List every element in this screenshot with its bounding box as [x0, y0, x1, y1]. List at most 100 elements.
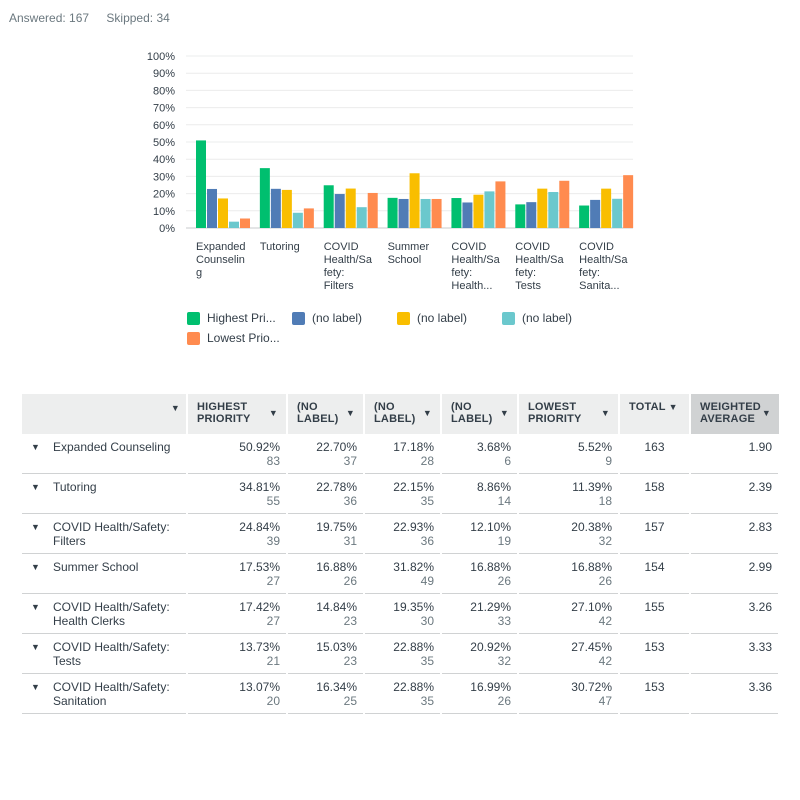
bar[interactable] — [612, 198, 623, 228]
bar[interactable] — [323, 185, 334, 228]
row-label: COVID Health/Safety: — [53, 640, 170, 654]
bar[interactable] — [387, 197, 398, 228]
row-label-cell[interactable]: ▼ COVID Health/Safety: Filters — [22, 513, 188, 554]
value-cell: 22.15% 35 — [364, 473, 442, 514]
bar[interactable] — [431, 198, 442, 228]
bar[interactable] — [229, 221, 239, 228]
bar[interactable] — [356, 207, 367, 228]
table-row: ▼ Tutoring 34.81% 55 22.78% 36 22.15% 35 8.86% 14… — [22, 473, 780, 514]
sort-caret-icon[interactable]: ▼ — [761, 408, 771, 418]
row-label: Tests — [53, 654, 82, 668]
bar[interactable] — [579, 205, 590, 228]
legend-item[interactable]: Lowest Prio... — [187, 331, 280, 345]
x-tick-label: fety: — [515, 267, 536, 279]
sort-caret-icon[interactable]: ▼ — [268, 408, 278, 418]
expand-caret-icon[interactable]: ▼ — [31, 482, 40, 492]
bar[interactable] — [548, 192, 559, 228]
bar[interactable] — [537, 188, 548, 228]
column-header-no-label-2[interactable]: (NO LABEL) ▼ — [287, 394, 365, 434]
column-header-highest-priority[interactable]: HIGHEST PRIORITY ▼ — [187, 394, 288, 434]
bar[interactable] — [515, 204, 526, 228]
legend-item[interactable]: Highest Pri... — [187, 311, 276, 325]
sort-caret-icon[interactable]: ▼ — [499, 408, 509, 418]
row-label-cell[interactable]: ▼ Summer School — [22, 553, 188, 594]
weighted-average-cell: 3.33 — [690, 633, 780, 674]
count-value: 37 — [343, 454, 357, 468]
column-header-no-label-3[interactable]: (NO LABEL) ▼ — [364, 394, 442, 434]
sort-caret-icon[interactable]: ▼ — [170, 403, 180, 413]
bar[interactable] — [590, 199, 601, 228]
bar[interactable] — [259, 168, 270, 228]
bar[interactable] — [207, 188, 217, 228]
y-tick-label: 20% — [153, 189, 175, 201]
x-tick-label: Health/Sa — [515, 254, 564, 266]
expand-caret-icon[interactable]: ▼ — [31, 602, 40, 612]
y-tick-label: 50% — [153, 137, 175, 149]
row-label-cell[interactable]: ▼ Expanded Counseling — [22, 434, 188, 474]
bar[interactable] — [495, 181, 506, 228]
bar[interactable] — [218, 198, 228, 228]
expand-caret-icon[interactable]: ▼ — [31, 442, 40, 452]
column-header-lowest-priority[interactable]: LOWEST PRIORITY ▼ — [518, 394, 620, 434]
row-label-cell[interactable]: ▼ COVID Health/Safety: Sanitation — [22, 673, 188, 714]
x-tick-label: Health... — [451, 280, 492, 292]
bar[interactable] — [473, 194, 484, 228]
bar[interactable] — [623, 175, 634, 228]
bar[interactable] — [196, 140, 206, 228]
count-value: 35 — [420, 694, 434, 708]
sort-caret-icon[interactable]: ▼ — [422, 408, 432, 418]
legend-item[interactable]: (no label) — [292, 311, 362, 325]
x-tick-label: Counselin — [196, 254, 245, 266]
bar[interactable] — [526, 202, 537, 228]
expand-caret-icon[interactable]: ▼ — [31, 562, 40, 572]
value-cell: 22.78% 36 — [287, 473, 365, 514]
x-tick-label: Summer — [388, 241, 430, 253]
count-value: 49 — [420, 574, 434, 588]
response-summary: Answered: 167 Skipped: 34 — [9, 11, 184, 25]
column-header-weighted-average[interactable]: WEIGHTED AVERAGE ▼ — [690, 394, 779, 434]
row-label: Tutoring — [53, 480, 97, 494]
sort-caret-icon[interactable]: ▼ — [345, 408, 355, 418]
column-header-total[interactable]: TOTAL ▼ — [619, 394, 691, 434]
bar[interactable] — [420, 198, 431, 228]
y-tick-label: 10% — [153, 206, 175, 218]
bar[interactable] — [451, 198, 462, 228]
bar[interactable] — [398, 198, 409, 228]
bar[interactable] — [303, 208, 314, 228]
bar[interactable] — [334, 194, 345, 228]
legend-item[interactable]: (no label) — [502, 311, 572, 325]
percent-value: 14.84% — [316, 600, 357, 614]
value-cell: 22.88% 35 — [364, 633, 442, 674]
bar[interactable] — [367, 192, 378, 228]
percent-value: 34.81% — [239, 480, 280, 494]
bar[interactable] — [409, 173, 420, 228]
percent-value: 24.84% — [239, 520, 280, 534]
legend-item[interactable]: (no label) — [397, 311, 467, 325]
sort-caret-icon[interactable]: ▼ — [600, 408, 610, 418]
expand-caret-icon[interactable]: ▼ — [31, 682, 40, 692]
bar[interactable] — [281, 189, 292, 228]
total-cell: 154 — [619, 553, 691, 594]
bar[interactable] — [270, 188, 281, 228]
weighted-average-cell: 1.90 — [690, 434, 780, 474]
expand-caret-icon[interactable]: ▼ — [31, 642, 40, 652]
header-line: LABEL) — [451, 413, 493, 425]
row-label-cell[interactable]: ▼ Tutoring — [22, 473, 188, 514]
x-tick-label: Health/Sa — [324, 254, 373, 266]
sort-caret-icon[interactable]: ▼ — [668, 402, 678, 412]
x-tick-label: Expanded — [196, 241, 246, 253]
expand-caret-icon[interactable]: ▼ — [31, 522, 40, 532]
bar[interactable] — [601, 188, 612, 228]
bar[interactable] — [484, 191, 495, 228]
bar[interactable] — [462, 202, 473, 228]
row-label-cell[interactable]: ▼ COVID Health/Safety: Tests — [22, 633, 188, 674]
bar[interactable] — [240, 218, 250, 228]
value-cell: 11.39% 18 — [518, 473, 620, 514]
column-header-no-label-4[interactable]: (NO LABEL) ▼ — [441, 394, 519, 434]
row-label-cell[interactable]: ▼ COVID Health/Safety: Health Clerks — [22, 593, 188, 634]
bar[interactable] — [345, 188, 356, 228]
value-cell: 16.88% 26 — [518, 553, 620, 594]
bar[interactable] — [292, 212, 303, 228]
bar[interactable] — [559, 180, 570, 228]
row-sort-header[interactable]: ▼ — [22, 394, 188, 434]
